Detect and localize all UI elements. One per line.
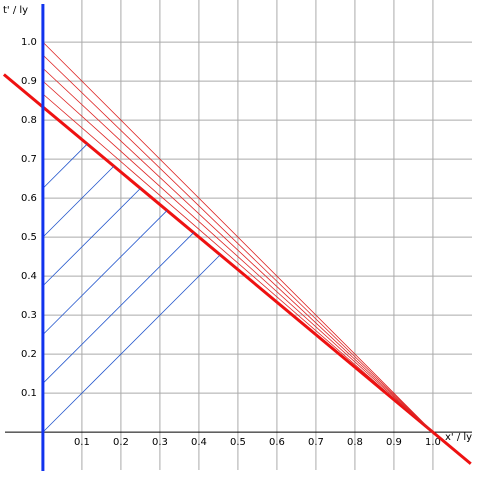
y-tick-label: 1.0 xyxy=(21,37,37,48)
line xyxy=(42,210,168,335)
line xyxy=(42,165,115,238)
y-tick-label: 0.3 xyxy=(21,310,37,321)
x-tick-label: 0.7 xyxy=(308,437,324,448)
line xyxy=(42,67,434,433)
x-axis-label: x' / ly xyxy=(445,432,472,443)
x-tick-label: 1.0 xyxy=(425,437,441,448)
x-tick-label: 0.2 xyxy=(113,437,129,448)
line xyxy=(42,232,194,384)
x-tick-label: 0.5 xyxy=(230,437,246,448)
y-tick-label: 0.8 xyxy=(21,115,37,126)
x-tick-label: 0.8 xyxy=(347,437,363,448)
line xyxy=(42,254,221,433)
y-tick-label: 0.5 xyxy=(21,232,37,243)
y-axis-label: t' / ly xyxy=(3,5,28,16)
line xyxy=(42,143,88,189)
line xyxy=(42,188,141,287)
x-tick-label: 0.3 xyxy=(152,437,168,448)
y-tick-label: 0.6 xyxy=(21,193,37,204)
x-tick-label: 0.4 xyxy=(191,437,207,448)
x-tick-label: 0.9 xyxy=(386,437,402,448)
line xyxy=(42,54,434,433)
x-tick-label: 0.6 xyxy=(269,437,285,448)
line xyxy=(42,93,434,433)
line xyxy=(42,41,434,433)
y-tick-label: 0.1 xyxy=(21,388,37,399)
y-tick-label: 0.4 xyxy=(21,271,37,282)
y-tick-label: 0.9 xyxy=(21,76,37,87)
x-tick-label: 0.1 xyxy=(74,437,90,448)
y-tick-label: 0.2 xyxy=(21,349,37,360)
line xyxy=(2,73,472,465)
line xyxy=(42,80,434,433)
y-tick-label: 0.7 xyxy=(21,154,37,165)
